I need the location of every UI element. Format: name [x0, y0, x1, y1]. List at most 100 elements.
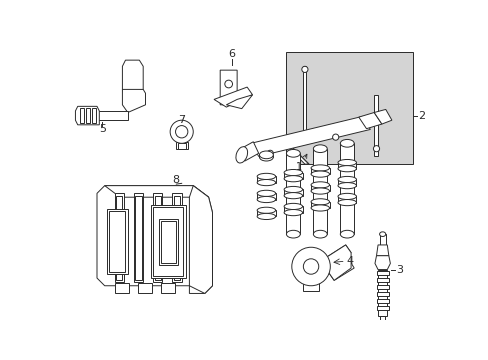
- Polygon shape: [239, 142, 258, 161]
- Ellipse shape: [257, 180, 275, 186]
- Polygon shape: [122, 60, 143, 95]
- Polygon shape: [214, 87, 252, 107]
- Ellipse shape: [257, 197, 275, 203]
- Ellipse shape: [284, 203, 302, 210]
- Bar: [259, 155, 273, 157]
- Bar: [284, 206, 302, 213]
- Ellipse shape: [286, 149, 300, 157]
- Polygon shape: [122, 89, 145, 112]
- Ellipse shape: [310, 188, 329, 194]
- Polygon shape: [154, 195, 161, 280]
- Ellipse shape: [337, 193, 356, 199]
- Ellipse shape: [337, 159, 356, 166]
- Bar: [310, 185, 329, 191]
- Ellipse shape: [259, 153, 273, 161]
- Polygon shape: [151, 205, 185, 278]
- Ellipse shape: [379, 232, 385, 237]
- Ellipse shape: [313, 145, 326, 153]
- Bar: [284, 189, 302, 195]
- Polygon shape: [115, 283, 128, 293]
- Bar: [337, 197, 356, 203]
- Polygon shape: [153, 193, 162, 282]
- Bar: [377, 270, 386, 316]
- Ellipse shape: [235, 147, 247, 163]
- Circle shape: [332, 134, 338, 140]
- Ellipse shape: [284, 210, 302, 216]
- Bar: [376, 306, 388, 310]
- Polygon shape: [109, 211, 125, 272]
- Text: 6: 6: [228, 49, 235, 59]
- Polygon shape: [373, 109, 391, 124]
- Bar: [376, 299, 388, 303]
- Polygon shape: [104, 186, 208, 197]
- Ellipse shape: [286, 230, 300, 238]
- Bar: [340, 143, 353, 234]
- Bar: [373, 95, 377, 156]
- Polygon shape: [174, 195, 180, 280]
- Bar: [376, 285, 388, 289]
- Bar: [379, 234, 385, 247]
- Polygon shape: [93, 111, 127, 120]
- Ellipse shape: [257, 173, 275, 180]
- Bar: [376, 292, 388, 296]
- Ellipse shape: [340, 230, 353, 238]
- Bar: [310, 168, 329, 174]
- Bar: [257, 210, 275, 216]
- Circle shape: [373, 145, 379, 152]
- Text: 4: 4: [346, 256, 352, 266]
- Ellipse shape: [310, 205, 329, 211]
- Circle shape: [266, 150, 273, 156]
- Bar: [86, 108, 90, 123]
- Bar: [175, 142, 187, 149]
- Circle shape: [224, 80, 232, 88]
- Ellipse shape: [337, 199, 356, 206]
- Ellipse shape: [337, 176, 356, 183]
- Polygon shape: [161, 283, 174, 293]
- Polygon shape: [97, 186, 212, 293]
- Ellipse shape: [284, 193, 302, 199]
- Bar: [178, 143, 185, 149]
- Circle shape: [301, 66, 307, 72]
- Bar: [92, 108, 96, 123]
- Circle shape: [303, 259, 318, 274]
- Polygon shape: [376, 245, 388, 256]
- Bar: [313, 149, 326, 234]
- Text: 7: 7: [178, 115, 185, 125]
- Bar: [380, 316, 384, 322]
- Ellipse shape: [257, 213, 275, 220]
- Polygon shape: [75, 106, 99, 125]
- Polygon shape: [285, 141, 308, 164]
- Bar: [257, 176, 275, 183]
- Ellipse shape: [257, 207, 275, 213]
- Polygon shape: [116, 195, 122, 280]
- Ellipse shape: [340, 139, 353, 147]
- Ellipse shape: [284, 170, 302, 176]
- Circle shape: [175, 126, 187, 138]
- Polygon shape: [115, 193, 123, 282]
- Ellipse shape: [259, 151, 273, 159]
- Bar: [303, 282, 318, 291]
- Bar: [376, 278, 388, 282]
- Polygon shape: [107, 209, 127, 274]
- Ellipse shape: [310, 165, 329, 171]
- Polygon shape: [189, 186, 212, 293]
- Polygon shape: [250, 116, 369, 156]
- Bar: [337, 163, 356, 169]
- Text: 1: 1: [296, 154, 306, 172]
- Polygon shape: [220, 70, 237, 105]
- Polygon shape: [328, 260, 353, 280]
- Ellipse shape: [284, 176, 302, 182]
- Ellipse shape: [310, 171, 329, 177]
- Bar: [302, 66, 306, 143]
- Polygon shape: [326, 245, 350, 280]
- Text: 3: 3: [395, 265, 402, 275]
- Ellipse shape: [284, 186, 302, 193]
- Circle shape: [291, 247, 329, 286]
- Polygon shape: [134, 193, 143, 282]
- Ellipse shape: [310, 199, 329, 205]
- Circle shape: [170, 120, 193, 143]
- Polygon shape: [374, 256, 389, 270]
- Polygon shape: [172, 193, 182, 282]
- Bar: [286, 153, 300, 234]
- Ellipse shape: [337, 183, 356, 189]
